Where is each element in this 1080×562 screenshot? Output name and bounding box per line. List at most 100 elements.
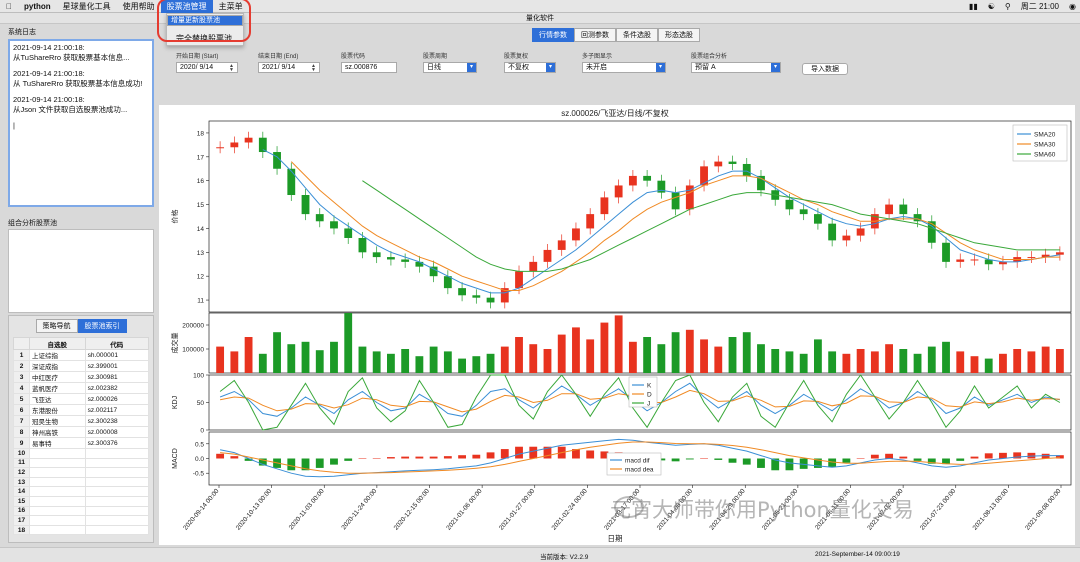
cell-stock-code[interactable] bbox=[84, 467, 150, 478]
apple-icon[interactable]:  bbox=[0, 0, 18, 13]
stepper-icon[interactable]: ▲ ▼ bbox=[229, 62, 234, 73]
cell-stock-name[interactable]: 易事特 bbox=[29, 437, 86, 449]
cell-stock-code[interactable] bbox=[84, 495, 150, 507]
stock-code-input[interactable]: sz.000876 bbox=[341, 62, 397, 73]
cell-stock-code[interactable] bbox=[84, 515, 150, 526]
volume-bar bbox=[358, 346, 367, 373]
cell-stock-name[interactable]: 冠昊生物 bbox=[29, 415, 86, 427]
cell-stock-code[interactable]: sz.002382 bbox=[84, 382, 150, 394]
tab-strategy-nav[interactable]: 策略导航 bbox=[35, 319, 78, 333]
table-row[interactable]: 13 bbox=[13, 476, 150, 488]
macd-hist-bar bbox=[714, 458, 723, 460]
cell-stock-name[interactable]: 中红医疗 bbox=[29, 371, 86, 383]
cell-stock-code[interactable]: sh.000001 bbox=[84, 349, 150, 361]
table-row[interactable]: 2 深证成指 sz.399001 bbox=[13, 360, 150, 372]
cell-stock-name[interactable] bbox=[29, 495, 86, 507]
cell-stock-name[interactable]: 飞亚达 bbox=[29, 393, 86, 405]
candle-body bbox=[999, 261, 1007, 265]
col-header-code[interactable]: 代码 bbox=[84, 337, 150, 350]
candle-body bbox=[458, 288, 466, 296]
cell-stock-code[interactable]: sz.000008 bbox=[84, 426, 150, 438]
end-date-field[interactable]: 2021/ 9/14 ▲ ▼ bbox=[258, 62, 320, 73]
cell-stock-code[interactable]: sz.002117 bbox=[84, 404, 150, 416]
cell-stock-code[interactable] bbox=[84, 448, 150, 459]
table-row[interactable]: 18 bbox=[13, 524, 150, 536]
cell-stock-code[interactable]: sz.300376 bbox=[84, 437, 150, 449]
cell-stock-name[interactable] bbox=[29, 467, 86, 478]
cell-stock-code[interactable] bbox=[84, 486, 150, 497]
tab-market-params[interactable]: 行情参数 bbox=[532, 28, 574, 42]
cell-stock-name[interactable]: 东港股份 bbox=[29, 404, 86, 416]
menu-app-name[interactable]: python bbox=[18, 1, 51, 11]
cell-stock-name[interactable] bbox=[29, 515, 86, 526]
menu-tools[interactable]: 星球量化工具 bbox=[56, 1, 111, 11]
row-number: 13 bbox=[13, 476, 30, 488]
menu-main[interactable]: 主菜单 bbox=[212, 1, 243, 11]
main-area: 行情参数 回测参数 条件选股 形态选股 开始日期 (Start) 2020/ 9… bbox=[156, 25, 1078, 547]
x-tick-label: 2021-01-27 00:00 bbox=[498, 487, 537, 531]
volume-bar bbox=[856, 349, 865, 373]
cell-stock-code[interactable] bbox=[84, 476, 150, 488]
table-row[interactable]: 15 bbox=[13, 495, 150, 507]
cell-stock-name[interactable] bbox=[29, 476, 86, 488]
clock-text[interactable]: 周二 21:00 bbox=[1020, 2, 1060, 11]
table-row[interactable]: 14 bbox=[13, 486, 150, 497]
volume-bar bbox=[1027, 351, 1036, 373]
table-row[interactable]: 3 中红医疗 sz.300981 bbox=[13, 371, 150, 383]
cell-stock-code[interactable]: sz.000026 bbox=[84, 393, 150, 405]
start-date-field[interactable]: 2020/ 9/14 ▲ ▼ bbox=[176, 62, 238, 73]
table-row[interactable]: 7 冠昊生物 sz.300238 bbox=[13, 415, 150, 427]
battery-icon[interactable]: ▮▮ bbox=[968, 2, 978, 11]
tab-pool-index[interactable]: 股票池索引 bbox=[77, 319, 127, 333]
table-row[interactable]: 9 易事特 sz.300376 bbox=[13, 437, 150, 449]
cell-stock-code[interactable] bbox=[84, 457, 150, 469]
menu-stock-pool[interactable]: 股票池管理 bbox=[160, 0, 213, 13]
cell-stock-name[interactable]: 神州高铁 bbox=[29, 426, 86, 438]
control-center-icon[interactable]: ◉ bbox=[1069, 2, 1076, 11]
cell-stock-code[interactable] bbox=[84, 524, 150, 536]
table-row[interactable]: 10 bbox=[13, 448, 150, 459]
period-select[interactable]: 日线 ▾ bbox=[423, 62, 477, 73]
menu-item-full-replace[interactable]: 完全替换股票池 bbox=[176, 34, 232, 43]
stepper-icon[interactable]: ▲ ▼ bbox=[311, 62, 316, 73]
cell-stock-name[interactable] bbox=[29, 486, 86, 497]
combo-pool-list[interactable] bbox=[8, 229, 154, 313]
system-log[interactable]: 2021-09-14 21:00:18: 从TuShareRro 获取股票基本信息… bbox=[8, 39, 154, 207]
cell-stock-name[interactable]: 蓝帆医疗 bbox=[29, 382, 86, 394]
cell-stock-name[interactable]: 上证综指 bbox=[29, 349, 86, 361]
table-row[interactable]: 8 神州高铁 sz.000008 bbox=[13, 426, 150, 438]
wifi-icon[interactable]: ☯ bbox=[987, 2, 995, 11]
cell-stock-name[interactable] bbox=[29, 457, 86, 469]
cell-stock-name[interactable] bbox=[29, 448, 86, 459]
menu-help[interactable]: 使用帮助 bbox=[116, 1, 155, 11]
import-data-button[interactable]: 导入数据 bbox=[802, 63, 848, 75]
menu-item-incremental-update[interactable]: 增量更新股票池 bbox=[167, 15, 243, 26]
volume-bar bbox=[515, 337, 523, 373]
cell-stock-code[interactable] bbox=[84, 505, 150, 517]
col-header-name[interactable]: 自选股 bbox=[29, 337, 86, 350]
adjust-select[interactable]: 不复权 ▾ bbox=[504, 62, 556, 73]
cell-stock-code[interactable]: sz.399001 bbox=[84, 360, 150, 372]
table-row[interactable]: 12 bbox=[13, 467, 150, 478]
combo-analysis-select[interactable]: 预留 A ▾ bbox=[691, 62, 781, 73]
cell-stock-name[interactable] bbox=[29, 524, 86, 536]
table-row[interactable]: 17 bbox=[13, 515, 150, 526]
multi-chart-select[interactable]: 未开启 ▾ bbox=[582, 62, 666, 73]
macd-hist-bar bbox=[913, 458, 922, 461]
table-row[interactable]: 11 bbox=[13, 457, 150, 469]
table-row[interactable]: 4 蓝帆医疗 sz.002382 bbox=[13, 382, 150, 394]
table-row[interactable]: 16 bbox=[13, 505, 150, 517]
table-row[interactable]: 1 上证综指 sh.000001 bbox=[13, 349, 150, 361]
cell-stock-code[interactable]: sz.300238 bbox=[84, 415, 150, 427]
cell-stock-name[interactable] bbox=[29, 505, 86, 517]
candle-body bbox=[401, 259, 410, 262]
search-icon[interactable]: ⚲ bbox=[1004, 2, 1011, 11]
cell-stock-code[interactable]: sz.300981 bbox=[84, 371, 150, 383]
tab-condition-select[interactable]: 条件选股 bbox=[616, 28, 658, 42]
table-row[interactable]: 6 东港股份 sz.002117 bbox=[13, 404, 150, 416]
tab-backtest-params[interactable]: 回测参数 bbox=[574, 28, 616, 42]
table-row[interactable]: 5 飞亚达 sz.000026 bbox=[13, 393, 150, 405]
tab-pattern-select[interactable]: 形态选股 bbox=[658, 28, 700, 42]
chevron-down-icon: ▾ bbox=[771, 63, 780, 72]
cell-stock-name[interactable]: 深证成指 bbox=[29, 360, 86, 372]
